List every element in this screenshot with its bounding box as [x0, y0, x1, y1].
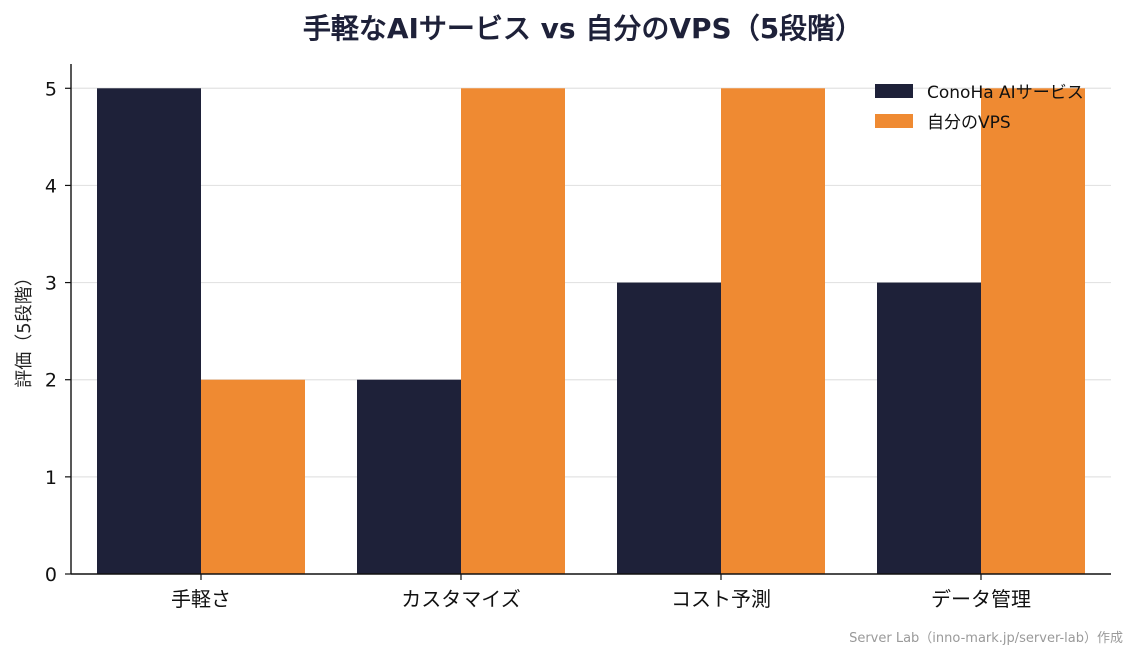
- bar: [981, 88, 1085, 575]
- bar: [201, 379, 305, 574]
- bar: [721, 88, 825, 575]
- x-tick-label: カスタマイズ: [401, 587, 520, 611]
- bars: [97, 88, 1085, 575]
- legend-label: 自分のVPS: [927, 113, 1011, 133]
- legend-swatch: [875, 84, 913, 98]
- y-tick-label: 2: [45, 370, 57, 392]
- footer-credit: Server Lab（inno-mark.jp/server-lab）作成: [849, 631, 1123, 646]
- bar: [461, 88, 565, 575]
- y-axis-label: 評価（5段階）: [14, 268, 35, 387]
- y-tick-label: 1: [45, 467, 57, 489]
- x-tick-labels: 手軽さ カスタマイズ コスト予測 データ管理: [171, 587, 1031, 611]
- y-tick-labels: 0 1 2 3 4 5: [45, 78, 57, 586]
- bar: [97, 88, 201, 575]
- x-tick-label: コスト予測: [671, 587, 771, 611]
- y-tick-label: 0: [45, 564, 57, 586]
- bar: [877, 282, 981, 574]
- legend-swatch: [875, 114, 913, 128]
- chart-title: 手軽なAIサービス vs 自分のVPS（5段階）: [303, 12, 863, 45]
- x-tick-label: データ管理: [931, 587, 1031, 611]
- bar: [357, 379, 461, 574]
- bar: [617, 282, 721, 574]
- x-tick-label: 手軽さ: [171, 587, 231, 611]
- legend-label: ConoHa AIサービス: [927, 83, 1084, 103]
- y-tick-label: 4: [45, 175, 57, 197]
- axes: [65, 64, 1111, 580]
- y-tick-label: 5: [45, 78, 57, 100]
- y-tick-label: 3: [45, 273, 57, 295]
